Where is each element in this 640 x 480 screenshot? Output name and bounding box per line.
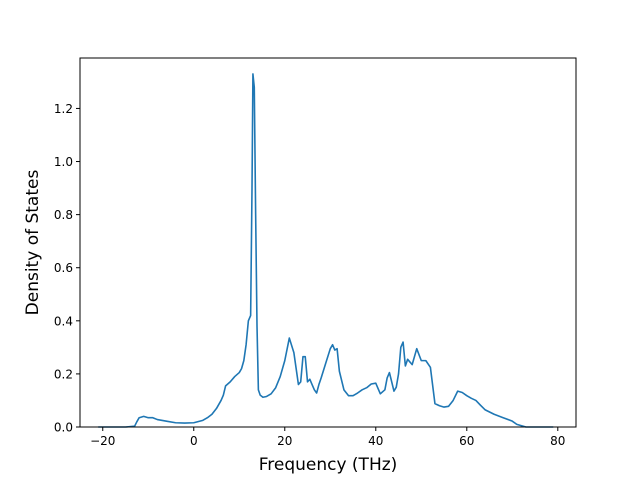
y-tick-label: 0.8: [54, 208, 73, 222]
y-tick-label: 1.2: [54, 102, 73, 116]
x-tick-label: 80: [550, 434, 565, 448]
y-tick-label: 0.2: [54, 367, 73, 381]
y-tick-label: 0.6: [54, 261, 73, 275]
x-tick-label: 40: [368, 434, 383, 448]
y-axis-label: Density of States: [23, 170, 43, 316]
x-tick-label: 60: [459, 434, 474, 448]
x-tick-label: 20: [277, 434, 292, 448]
axis-ticks: −20 0 20 40 60 80 0.0 0.2 0.4 0.6 0.8 1.0 1.2: [54, 102, 566, 448]
plot-area: [98, 73, 554, 428]
x-axis-label: Frequency (THz): [259, 455, 398, 475]
x-tick-label: −20: [90, 434, 115, 448]
series-line-0: [98, 73, 554, 428]
y-tick-label: 1.0: [54, 155, 73, 169]
y-tick-label: 0.4: [54, 314, 73, 328]
plot-frame: [79, 57, 577, 428]
y-tick-label: 0.0: [54, 421, 73, 435]
x-tick-label: 0: [190, 434, 198, 448]
